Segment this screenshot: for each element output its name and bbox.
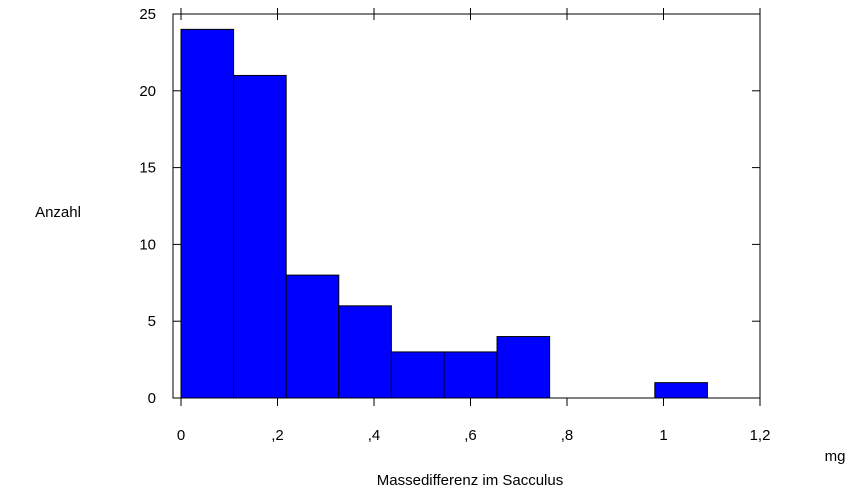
x-tick-label: 1,2	[750, 427, 771, 444]
x-tick-label: ,2	[271, 427, 284, 444]
bar	[285, 274, 340, 399]
x-tick-label: 0	[177, 427, 185, 444]
x-tick-label: ,8	[561, 427, 574, 444]
x-axis-label: Massedifferenz im Sacculus	[377, 472, 563, 489]
x-tick-label: ,4	[368, 427, 381, 444]
y-tick-label: 5	[148, 313, 156, 330]
bar	[443, 351, 498, 399]
bar	[338, 305, 392, 399]
plot-frame	[172, 13, 761, 399]
y-tick-label: 25	[139, 6, 156, 23]
x-unit-label: mg	[825, 448, 846, 465]
y-tick-label: 10	[139, 236, 156, 253]
bar	[390, 351, 445, 399]
bar	[654, 382, 708, 399]
x-tick-label: ,6	[464, 427, 477, 444]
bar	[233, 74, 287, 399]
x-tick-label: 1	[659, 427, 667, 444]
y-tick-label: 0	[148, 390, 156, 407]
y-tick-label: 15	[139, 160, 156, 177]
y-tick-label: 20	[139, 83, 156, 100]
bar	[496, 336, 551, 399]
bar	[180, 28, 235, 399]
y-axis-label: Anzahl	[35, 204, 81, 221]
